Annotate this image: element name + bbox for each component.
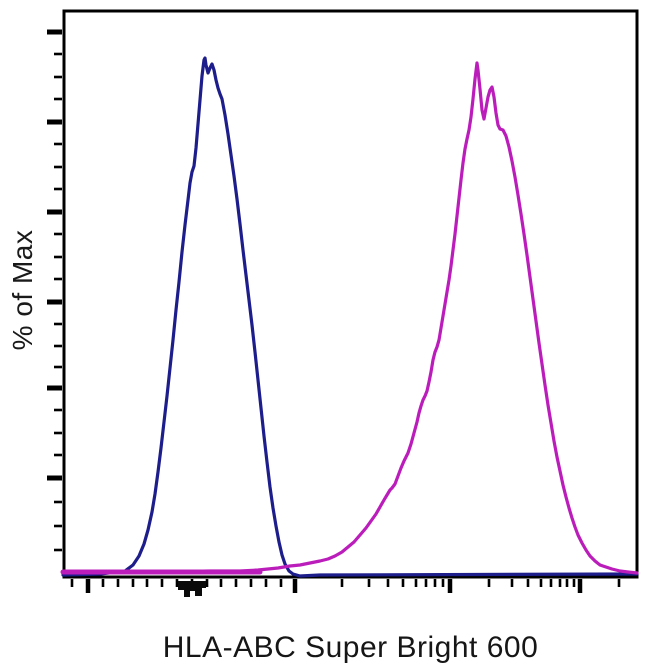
curve-hla-abc-stained-histogram [61, 61, 639, 575]
plot-frame [62, 9, 639, 579]
plot-frame-group [62, 9, 639, 579]
curve-negative-control-histogram [61, 56, 639, 578]
series-paths [60, 56, 639, 578]
x-axis-label: HLA-ABC Super Bright 600 [162, 631, 539, 664]
x-axis-ticks [70, 579, 621, 593]
y-axis-label: % of Max [7, 229, 38, 351]
y-axis-ticks [47, 29, 62, 552]
axis-label-smudge [178, 581, 206, 597]
